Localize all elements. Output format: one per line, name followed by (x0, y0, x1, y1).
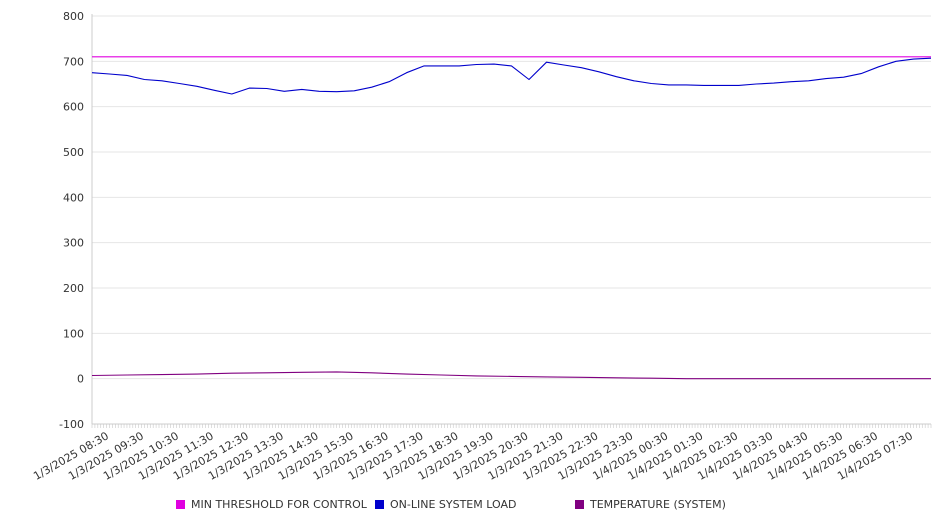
legend-swatch-system-load (375, 500, 384, 509)
y-tick-label: 700 (63, 55, 84, 68)
y-tick-label: 600 (63, 101, 84, 114)
grid-lines (92, 15, 931, 425)
y-axis: -100 0 100 200 300 400 500 600 700 800 (59, 10, 93, 431)
y-tick-label: 200 (63, 282, 84, 295)
legend-item-system-load: ON-LINE SYSTEM LOAD (375, 498, 516, 511)
y-tick-label: -100 (59, 418, 84, 431)
legend-item-min-threshold: MIN THRESHOLD FOR CONTROL (176, 498, 367, 511)
series-lines (91, 56, 932, 380)
legend-swatch-temperature (575, 500, 584, 509)
series-line-system-load (91, 57, 932, 95)
y-tick-label: 0 (77, 373, 84, 386)
legend-item-temperature: TEMPERATURE (SYSTEM) (575, 498, 726, 511)
legend-swatch-min-threshold (176, 500, 185, 509)
legend-label-min-threshold: MIN THRESHOLD FOR CONTROL (191, 498, 367, 511)
legend: MIN THRESHOLD FOR CONTROL ON-LINE SYSTEM… (0, 498, 946, 514)
y-tick-label: 100 (63, 327, 84, 340)
series-line-temperature (91, 371, 931, 380)
x-axis: 1/3/2025 08:301/3/2025 09:301/3/2025 10:… (31, 423, 932, 483)
y-tick-label: 300 (63, 237, 84, 250)
legend-label-system-load: ON-LINE SYSTEM LOAD (390, 498, 517, 511)
legend-label-temperature: TEMPERATURE (SYSTEM) (590, 498, 726, 511)
y-tick-label: 800 (63, 10, 84, 23)
y-tick-label: 500 (63, 146, 84, 159)
y-tick-label: 400 (63, 191, 84, 204)
